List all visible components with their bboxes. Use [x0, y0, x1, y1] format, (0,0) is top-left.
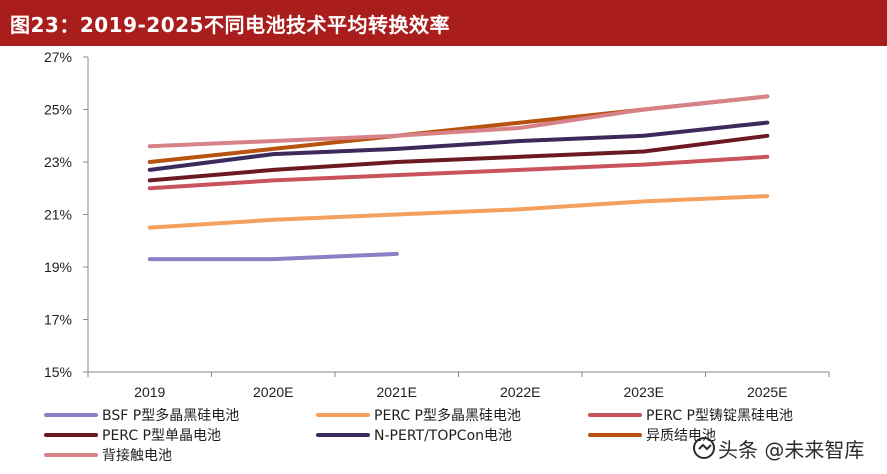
legend-label-6: 背接触电池: [102, 447, 172, 464]
series-line-2: [147, 154, 770, 191]
y-tick-label: 23%: [44, 154, 72, 170]
axes: 15% 17% 19% 21% 23% 25% 27% 2019 2020E 2021E 2022E…: [44, 49, 830, 400]
series-line-4: [147, 120, 770, 172]
legend: BSF P型多晶黑硅电池 PERC P型多晶黑硅电池 PERC P型铸锭黑硅电池 PE…: [44, 407, 793, 464]
series-line-3: [147, 133, 770, 183]
legend-label-3: PERC P型单晶电池: [102, 428, 221, 444]
series-lines: [147, 94, 770, 262]
y-tick-label: 19%: [44, 259, 72, 275]
y-tick-label: 21%: [44, 207, 72, 223]
chart-title: 图23：2019-2025不同电池技术平均转换效率: [10, 13, 450, 37]
title-bar: 图23：2019-2025不同电池技术平均转换效率: [0, 0, 887, 46]
legend-label-2: PERC P型铸锭黑硅电池: [646, 408, 793, 424]
y-tick-label: 15%: [44, 364, 72, 380]
series-line-6: [147, 94, 770, 149]
legend-label-4: N-PERT/TOPCon电池: [374, 428, 512, 444]
y-tick-label: 27%: [44, 49, 72, 65]
series-line-0: [147, 251, 399, 262]
watermark-logo-icon: [693, 437, 715, 459]
y-tick-label: 17%: [44, 312, 72, 328]
legend-label-0: BSF P型多晶黑硅电池: [102, 407, 239, 424]
x-tick-label: 2023E: [624, 384, 664, 400]
x-tick-label: 2021E: [377, 384, 417, 400]
legend-label-1: PERC P型多晶黑硅电池: [374, 407, 521, 424]
x-tick-label: 2019: [134, 384, 165, 400]
x-tick-label: 2025E: [747, 384, 787, 400]
y-tick-label: 25%: [44, 102, 72, 118]
watermark: 头条 @未来智库: [718, 438, 865, 462]
series-line-1: [147, 194, 770, 230]
x-tick-label: 2020E: [253, 384, 293, 400]
x-tick-label: 2022E: [500, 384, 540, 400]
